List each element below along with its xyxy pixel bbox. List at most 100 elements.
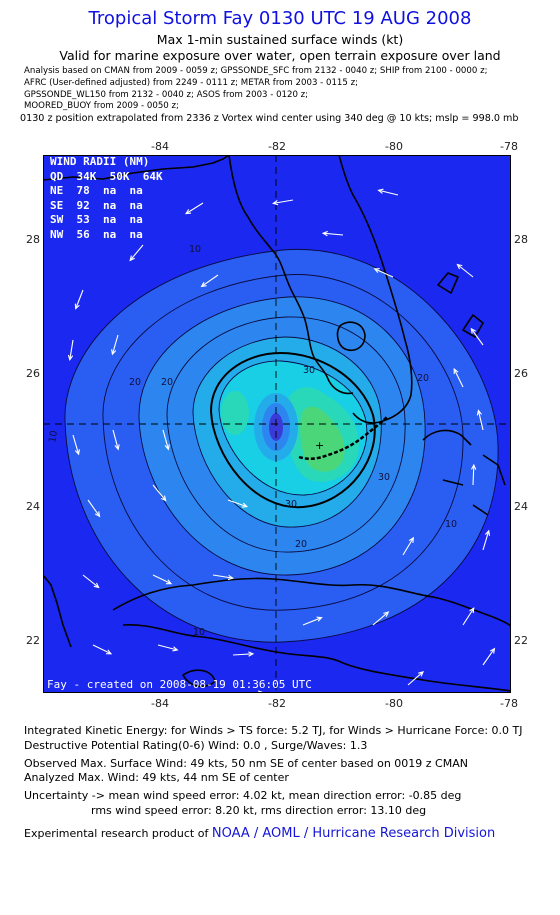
- wind-arrow: [482, 530, 490, 551]
- wind-arrow: [185, 202, 204, 215]
- lon-tick-bottom: -82: [268, 697, 286, 710]
- contour-label: 10: [189, 244, 201, 255]
- uncertainty-line: Uncertainty -> mean wind speed error: 4.…: [24, 789, 462, 802]
- wind-arrow: [457, 264, 474, 278]
- contour-label: 20: [417, 373, 429, 384]
- contour-label: 30: [303, 365, 315, 376]
- wind-arrow: [374, 268, 394, 278]
- wind-arrowhead: [160, 495, 167, 502]
- lake-okeechobee: [336, 321, 366, 351]
- lat-tick-right: 28: [514, 233, 528, 246]
- contour-48kt: [300, 406, 345, 472]
- wind-arrow: [69, 339, 74, 360]
- lat-tick-left: 28: [26, 233, 40, 246]
- wind-arrow: [75, 289, 84, 309]
- credit-line: Experimental research product of NOAA / …: [24, 826, 495, 841]
- wind-arrowhead: [456, 263, 463, 270]
- wind-arrowhead: [272, 200, 279, 206]
- created-timestamp: Fay - created on 2008-08-19 01:36:05 UTC: [47, 678, 312, 691]
- wind-arrowhead: [383, 611, 390, 617]
- contour-label: 30: [378, 472, 390, 483]
- lat-tick-left: 26: [26, 367, 40, 380]
- lon-tick-top: -78: [500, 140, 518, 153]
- wind-radii-row: NW 56 na na: [50, 227, 143, 241]
- wind-arrowhead: [476, 409, 483, 416]
- contour-label: 10: [445, 519, 457, 530]
- wind-arrow: [472, 464, 475, 486]
- contour-label: 10: [47, 430, 60, 444]
- wind-arrow: [378, 189, 399, 196]
- wind-arrow: [407, 671, 424, 686]
- wind-arrow: [402, 537, 414, 556]
- wind-arrowhead: [373, 268, 380, 274]
- contour-34kt: [209, 351, 376, 509]
- max-wind-marker: +: [315, 439, 324, 452]
- wind-arrow: [232, 653, 253, 656]
- wind-arrowhead: [74, 449, 80, 456]
- dpr-line: Destructive Potential Rating(0-6) Wind: …: [24, 739, 368, 752]
- wind-arrow: [162, 429, 169, 450]
- wind-arrowhead: [248, 651, 255, 657]
- cuba-north-coast: [112, 577, 511, 628]
- wind-arrowhead: [321, 230, 328, 237]
- wind-arrow: [302, 617, 322, 626]
- extrapolation-note: 0130 z position extrapolated from 2336 z…: [20, 113, 519, 124]
- wind-arrowhead: [469, 607, 475, 614]
- wind-arrow: [482, 648, 495, 666]
- wind-arrowhead: [172, 646, 179, 652]
- wind-arrow: [323, 232, 344, 236]
- lon-tick-top: -84: [151, 140, 169, 153]
- analysis-sources-line: AFRC (User-defined adjusted) from 2249 -…: [24, 78, 358, 88]
- lon-tick-bottom: -78: [500, 697, 518, 710]
- wind-arrowhead: [74, 303, 80, 310]
- wind-arrowhead: [316, 616, 323, 622]
- isla-juventud: [182, 669, 216, 688]
- wind-arrow: [72, 434, 80, 455]
- wind-arrow: [87, 499, 100, 517]
- wind-arrow: [152, 574, 172, 585]
- wind-arrowhead: [418, 671, 425, 677]
- wind-radii-row: NE 78 na na: [50, 184, 143, 197]
- map-frame: [43, 155, 511, 693]
- wind-arrowhead: [105, 649, 113, 655]
- credit-prefix: Experimental research product of: [24, 827, 209, 840]
- hrd-link[interactable]: NOAA / AOML / Hurricane Research Divisio…: [211, 826, 496, 841]
- wind-arrow: [111, 334, 119, 355]
- contour-lines: [64, 248, 499, 643]
- wind-arrowhead: [453, 367, 459, 375]
- wind-arrow: [372, 611, 389, 626]
- lon-tick-top: -82: [268, 140, 286, 153]
- analysis-sources-line: MOORED_BUOY from 2009 - 0050 z;: [24, 101, 179, 111]
- uncertainty-rms-line: rms wind speed error: 8.20 kt, rms direc…: [91, 804, 427, 817]
- wind-arrowhead: [164, 444, 170, 451]
- coastlines: [43, 155, 511, 692]
- wind-arrowhead: [470, 327, 476, 334]
- wind-arrow: [470, 328, 484, 346]
- wind-field-map: + 10 10 10 10 20 20 20 20 30 30 30: [43, 155, 511, 693]
- wind-arrowhead: [484, 529, 491, 536]
- wind-arrowhead: [114, 444, 120, 451]
- contour-label: 20: [295, 539, 307, 550]
- contour-label: 10: [193, 627, 205, 638]
- wind-arrowhead: [166, 579, 173, 585]
- contour-labels: 10 10 10 10 20 20 20 20 30 30 30: [47, 244, 457, 638]
- lat-tick-right: 24: [514, 500, 528, 513]
- lat-tick-left: 22: [26, 634, 40, 647]
- wind-vectors: [67, 188, 496, 693]
- wind-arrow: [273, 199, 294, 204]
- page-title: Tropical Storm Fay 0130 UTC 19 AUG 2008: [88, 8, 472, 29]
- wind-radii-row: SE 92 na na: [50, 198, 143, 212]
- wind-arrow: [477, 410, 484, 431]
- wind-arrow: [82, 574, 99, 588]
- wind-arrow: [462, 607, 475, 626]
- wind-arrowhead: [241, 502, 249, 508]
- analyzed-max-line: Analyzed Max. Wind: 49 kts, 44 nm SE of …: [24, 771, 289, 784]
- wind-arrow: [453, 368, 464, 388]
- lat-tick-left: 24: [26, 500, 40, 513]
- yucatan-coast: [43, 574, 72, 648]
- wind-arrowhead: [227, 574, 235, 581]
- analysis-sources-line: GPSSONDE_WL150 from 2132 - 0040 z; ASOS …: [24, 90, 309, 100]
- wind-arrowhead: [200, 281, 207, 288]
- wind-arrowhead: [111, 349, 117, 356]
- wind-arrowhead: [408, 536, 415, 543]
